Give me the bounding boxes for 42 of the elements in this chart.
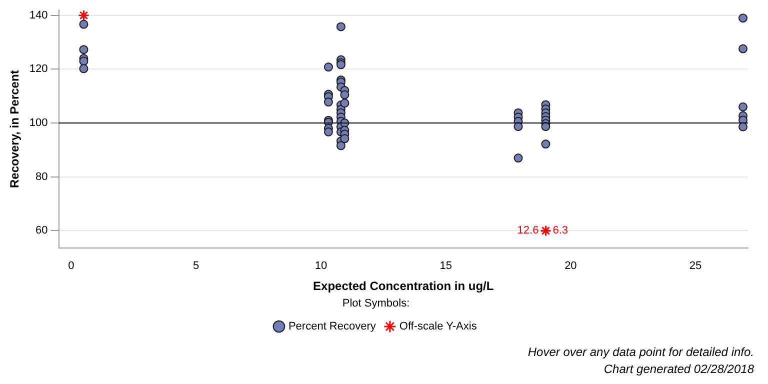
point	[324, 127, 333, 136]
y-tick-label: 140	[29, 9, 48, 22]
point	[514, 122, 523, 132]
x-tick-label: 15	[440, 260, 452, 272]
text: Chart generated 02/28/2018	[602, 361, 754, 378]
point	[541, 140, 550, 149]
point	[738, 102, 748, 112]
point	[738, 122, 748, 132]
x-axis-title: Expected Concentration in ug/L	[313, 278, 494, 293]
point	[78, 10, 90, 22]
point	[514, 154, 523, 163]
y-tick-label: 120	[29, 63, 48, 76]
point	[541, 122, 550, 132]
text: Hover over any data point for detailed info.	[528, 344, 754, 361]
x-tick-label: 20	[564, 260, 577, 272]
point	[336, 22, 346, 32]
point	[340, 98, 350, 108]
point	[79, 45, 88, 54]
point	[324, 98, 333, 107]
legend-title: Plot Symbols:	[342, 297, 410, 310]
y-tick-label: 80	[36, 170, 48, 183]
y-tick-label: 60	[36, 224, 48, 237]
y-tick-label: 100	[29, 117, 48, 130]
point	[340, 134, 350, 144]
legend-label: Off-scale Y-Axis	[399, 320, 478, 333]
point	[79, 56, 88, 66]
x-tick-label: 0	[68, 260, 74, 272]
point	[79, 20, 88, 29]
point	[79, 64, 88, 74]
legend-label: Percent Recovery	[288, 320, 376, 333]
point	[324, 62, 333, 72]
point	[738, 14, 748, 23]
annotation: 12.6	[517, 224, 539, 237]
point	[738, 44, 748, 54]
point	[540, 224, 552, 236]
point	[340, 90, 350, 100]
annotation: 6.3	[552, 224, 568, 237]
x-tick-label: 10	[314, 260, 328, 272]
x-tick-label: 5	[193, 260, 200, 272]
x-tick-label: 25	[689, 260, 702, 272]
point	[336, 141, 346, 150]
y-axis-title: Recovery, in Percent	[8, 70, 22, 188]
